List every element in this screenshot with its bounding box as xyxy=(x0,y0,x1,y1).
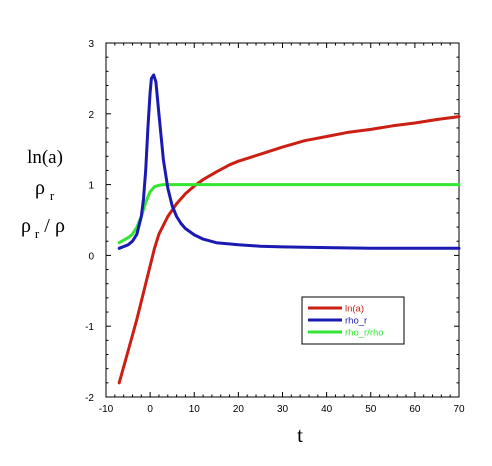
y-tick-label: 1 xyxy=(88,181,94,192)
x-tick-label: 0 xyxy=(147,404,153,415)
x-tick-label: 50 xyxy=(365,404,377,415)
y-tick-label: 2 xyxy=(88,110,94,121)
x-tick-label: 40 xyxy=(321,404,333,415)
x-axis-label: t xyxy=(297,423,303,447)
series-line-ln-a- xyxy=(117,115,461,385)
x-tick-label: 20 xyxy=(233,404,245,415)
legend-label: rho_r/rho xyxy=(345,328,384,339)
svg-text:ρ: ρ xyxy=(21,215,31,237)
svg-text:r: r xyxy=(50,188,55,203)
svg-text:ρ: ρ xyxy=(35,177,45,199)
series-lines xyxy=(117,73,461,385)
y-tick-label: 0 xyxy=(88,251,94,262)
plot-frame xyxy=(105,42,460,398)
svg-text:r: r xyxy=(35,226,40,241)
y-axis-label-3: ρ r / ρ xyxy=(21,215,65,241)
y-tick-label: -1 xyxy=(85,322,94,333)
x-tick-label: 30 xyxy=(277,404,289,415)
x-tick-label: -10 xyxy=(99,404,114,415)
x-tick-label: 10 xyxy=(189,404,201,415)
legend-label: ln(a) xyxy=(345,304,364,315)
x-tick-label: 60 xyxy=(409,404,421,415)
y-axis-label-1: ln(a) xyxy=(27,147,63,168)
series-line-rho-r xyxy=(117,73,461,250)
series-line-rho-r-rho xyxy=(117,183,461,245)
svg-text:/: / xyxy=(44,215,50,237)
y-axis-label-2: ρ r xyxy=(35,177,55,203)
x-tick-label: 70 xyxy=(453,404,465,415)
y-tick-label: 3 xyxy=(88,39,94,50)
y-tick-label: -2 xyxy=(85,393,94,404)
legend-label: rho_r xyxy=(345,316,367,327)
svg-text:ρ: ρ xyxy=(55,215,65,237)
